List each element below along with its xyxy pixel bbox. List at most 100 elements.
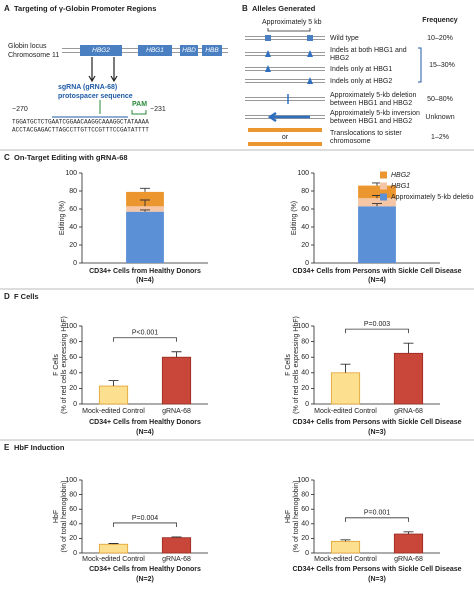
- gene-mark: [265, 35, 271, 41]
- y-axis-label: (% of total hemoglobin): [61, 481, 68, 553]
- y-axis-label: Editing (%): [59, 201, 66, 235]
- legend-swatch: [380, 182, 387, 190]
- y-axis-label: (% of red cells expressing HbF): [61, 316, 68, 414]
- row-label: Wild type: [330, 35, 359, 42]
- error-bar: [403, 531, 414, 535]
- row-label: Translocations to sister: [330, 130, 402, 137]
- pam-bracket: [99, 100, 147, 115]
- y-tick-label: 80: [301, 491, 309, 498]
- or-label: or: [282, 134, 289, 141]
- panel-letter: B: [242, 4, 248, 13]
- y-tick-label: 20: [69, 535, 77, 542]
- error-bar: [340, 363, 351, 373]
- arrow: [88, 57, 118, 83]
- panel-letter: D: [4, 292, 10, 301]
- y-tick-label: 60: [69, 206, 77, 213]
- frequency: 50–80%: [427, 96, 453, 103]
- significance-bracket: [113, 337, 177, 342]
- row-label: Indels only at HBG1: [330, 66, 392, 73]
- x-tick-label: gRNA-68: [162, 556, 191, 563]
- significance-bracket: [113, 522, 177, 527]
- row-label: between HBG1 and HBG2: [330, 100, 412, 107]
- y-tick-label: 100: [65, 170, 77, 177]
- y-tick-label: 20: [301, 535, 309, 542]
- gene-box: [180, 45, 198, 56]
- panel-title: F Cells: [14, 292, 39, 301]
- x-tick-label: gRNA-68: [394, 408, 423, 415]
- position-label: −231: [150, 106, 166, 113]
- significance-bracket: [345, 517, 409, 522]
- translocation-bar: [248, 128, 322, 132]
- panel-letter: E: [4, 443, 10, 452]
- panel-title: HbF Induction: [14, 443, 65, 452]
- x-tick-label: Mock-edited Control: [314, 556, 377, 563]
- bar-segment: [126, 191, 164, 207]
- position-label: −270: [12, 106, 28, 113]
- p-value: P=0.004: [132, 515, 158, 522]
- y-axis-label: F Cells: [53, 354, 60, 376]
- error-bar: [140, 187, 150, 192]
- y-tick-label: 20: [301, 385, 309, 392]
- panel-title: Targeting of γ-Globin Promoter Regions: [14, 4, 156, 13]
- gene-label: HBG2: [92, 47, 110, 54]
- y-tick-label: 40: [301, 521, 309, 528]
- x-axis-label: CD34+ Cells from Healthy Donors: [89, 419, 201, 426]
- y-tick-label: 0: [305, 260, 309, 267]
- error-bar: [108, 380, 119, 387]
- y-axis-label: HbF: [53, 510, 60, 523]
- y-axis-label: (% of total hemoglobin): [293, 481, 300, 553]
- y-tick-label: 80: [69, 338, 77, 345]
- y-tick-label: 100: [65, 477, 77, 484]
- bar: [161, 537, 192, 554]
- y-tick-label: 0: [73, 401, 77, 408]
- frequency: Unknown: [425, 114, 454, 121]
- frequency-bracket: [418, 47, 422, 83]
- panel-title: Alleles Generated: [252, 4, 316, 13]
- indel-mark: [307, 77, 313, 84]
- panel-title: On-Target Editing with gRNA-68: [14, 153, 128, 162]
- x-tick-label: Mock-edited Control: [82, 408, 145, 415]
- y-axis-label: Editing (%): [291, 201, 298, 235]
- x-axis-label: CD34+ Cells from Persons with Sickle Cel…: [292, 566, 461, 573]
- x-axis-label: CD34+ Cells from Healthy Donors: [89, 268, 201, 275]
- bar: [161, 356, 192, 405]
- y-tick-label: 20: [301, 242, 309, 249]
- legend-label: Approximately 5-kb deletion: [391, 194, 474, 201]
- y-tick-label: 40: [69, 370, 77, 377]
- gene-mark: [307, 35, 313, 41]
- y-axis-label: HbF: [285, 510, 292, 523]
- allele-rows: [245, 35, 325, 146]
- x-tick-label: Mock-edited Control: [82, 556, 145, 563]
- significance-bracket: [345, 328, 409, 334]
- bar-segment: [126, 206, 164, 212]
- bar: [330, 540, 361, 554]
- x-axis-label: CD34+ Cells from Persons with Sickle Cel…: [292, 419, 461, 426]
- bar: [393, 533, 424, 554]
- frequency: 15–30%: [429, 62, 455, 69]
- y-tick-label: 100: [297, 477, 309, 484]
- error-bar: [171, 536, 182, 538]
- error-bar: [140, 209, 150, 212]
- n-label: (N=4): [368, 277, 386, 284]
- p-value: P=0.003: [364, 321, 390, 328]
- y-tick-label: 80: [69, 188, 77, 195]
- p-value: P<0.001: [132, 330, 158, 337]
- gene-label: HBG1: [146, 47, 164, 54]
- row-label: HBG2: [330, 55, 349, 62]
- gene-box: [80, 45, 122, 56]
- error-bar: [140, 199, 150, 207]
- row-label: Approximately 5-kb deletion: [330, 92, 416, 99]
- span-label: Approximately 5 kb: [262, 19, 322, 26]
- y-tick-label: 0: [305, 550, 309, 557]
- indel-mark: [265, 65, 271, 72]
- panel-letter: C: [4, 153, 10, 162]
- y-tick-label: 0: [305, 401, 309, 408]
- y-tick-label: 60: [301, 354, 309, 361]
- gene-label: HBD: [182, 47, 196, 54]
- inversion-arrow: [267, 111, 310, 123]
- bar: [393, 352, 424, 405]
- span-bracket: [267, 28, 311, 32]
- error-bar: [171, 351, 182, 358]
- p-value: P=0.001: [364, 510, 390, 517]
